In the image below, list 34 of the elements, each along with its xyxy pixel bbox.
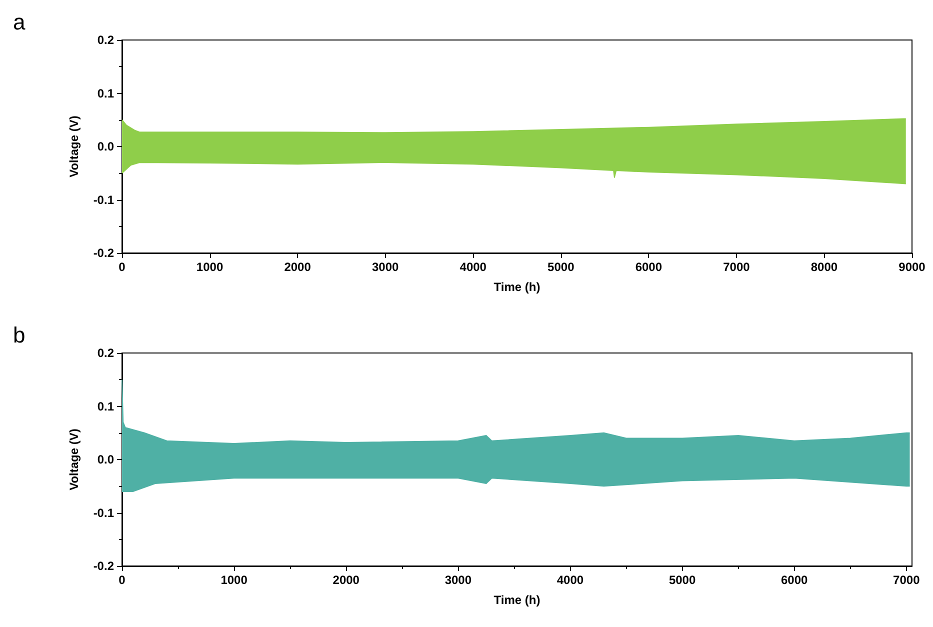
x-tick-label: 3000 <box>372 260 400 274</box>
x-axis-title: Time (h) <box>494 593 540 607</box>
y-tick-label: 0.1 <box>97 86 114 100</box>
y-tick-label: 0.0 <box>97 452 114 466</box>
x-tick-label: 5000 <box>668 573 696 587</box>
y-tick-label: -0.1 <box>93 506 114 520</box>
y-tick-label: 0.0 <box>97 140 114 154</box>
x-tick-label: 4000 <box>556 573 584 587</box>
x-tick-label: 4000 <box>460 260 487 274</box>
x-tick-label: 7000 <box>893 573 920 587</box>
x-axis-title: Time (h) <box>494 280 540 294</box>
x-tick-label: 9000 <box>898 260 926 274</box>
y-axis-title: Voltage (V) <box>67 428 81 490</box>
x-tick-label: 6000 <box>635 260 662 274</box>
x-tick-label: 0 <box>118 260 126 274</box>
x-tick-label: 7000 <box>723 260 750 274</box>
x-tick-label: 0 <box>118 573 126 587</box>
x-tick-label: 1000 <box>220 573 248 587</box>
x-tick-label: 2000 <box>332 573 360 587</box>
y-tick-label: 0.1 <box>97 399 114 414</box>
x-tick-label: 1000 <box>196 260 224 274</box>
chart-title: b <box>13 322 26 348</box>
y-tick-label: -0.1 <box>93 192 114 207</box>
y-tick-label: -0.2 <box>93 246 114 260</box>
x-tick-label: 3000 <box>444 573 472 587</box>
x-tick-label: 5000 <box>548 260 575 274</box>
chart-title: a <box>13 10 26 34</box>
y-axis-title: Voltage (V) <box>67 116 81 178</box>
y-tick-label: 0.2 <box>97 346 114 360</box>
x-tick-label: 8000 <box>810 260 838 274</box>
x-tick-label: 2000 <box>284 260 312 274</box>
y-tick-label: 0.2 <box>97 33 114 47</box>
x-tick-label: 6000 <box>780 573 808 587</box>
y-tick-label: -0.2 <box>93 559 114 573</box>
